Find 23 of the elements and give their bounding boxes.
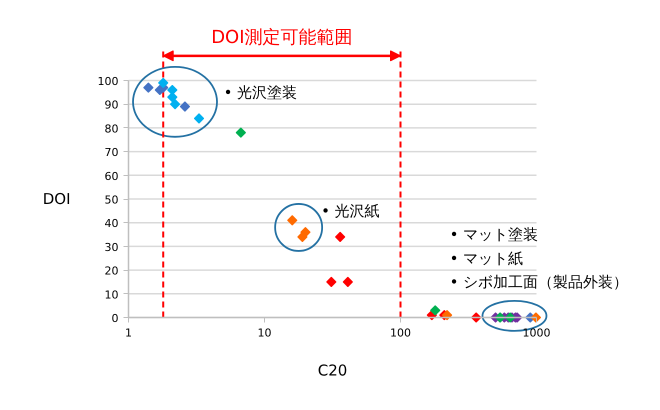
annotation: • 光沢紙: [321, 202, 380, 220]
y-tick-label: 70: [104, 146, 119, 160]
annotation: • マット塗装: [450, 226, 538, 244]
y-tick-label: 50: [104, 194, 119, 206]
x-tick-label: 1: [125, 326, 132, 340]
y-tick-label: 90: [104, 98, 119, 112]
x-tick-label: 1000: [522, 326, 551, 340]
y-tick-label: 80: [104, 122, 119, 136]
y-tick-label: 60: [104, 170, 119, 183]
x-tick-label: 100: [390, 326, 411, 340]
y-tick-label: 30: [104, 240, 119, 254]
annotation: • マット紙: [450, 249, 524, 268]
y-tick-label: 0: [112, 312, 118, 325]
text: DOI測定可能範囲: [211, 26, 353, 48]
y-tick-label: 20: [104, 264, 119, 278]
y-tick-label: 100: [98, 75, 119, 88]
x-axis-title: C20: [318, 362, 348, 380]
y-tick-label: 10: [104, 288, 119, 302]
y-axis-title: DOI: [42, 190, 71, 208]
x-tick-label: 10: [258, 326, 272, 340]
annotation: • シボ加工面（製品外装）: [450, 272, 628, 291]
annotation: • 光沢塗装: [224, 83, 298, 102]
y-tick-label: 40: [104, 217, 119, 230]
